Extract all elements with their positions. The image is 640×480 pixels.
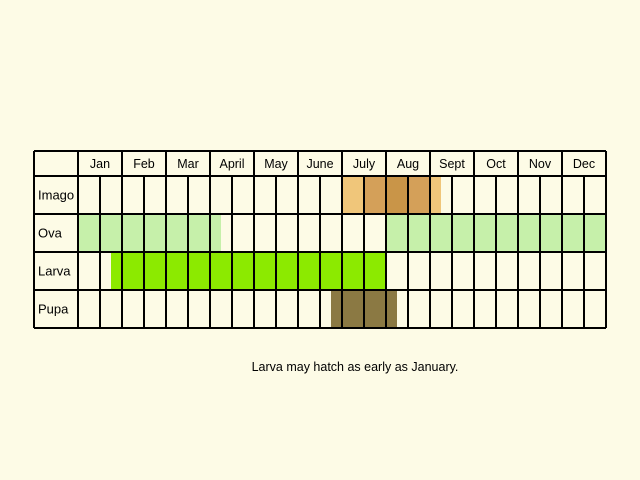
- month-label-dec: Dec: [573, 157, 595, 171]
- stage-label-ova: Ova: [38, 226, 63, 241]
- stage-label-pupa: Pupa: [38, 302, 69, 317]
- stage-bar-larva-0: [111, 252, 386, 290]
- month-label-nov: Nov: [529, 157, 552, 171]
- stage-bar-ova-0: [78, 214, 221, 252]
- stage-bar-imago-1: [364, 176, 386, 214]
- month-label-july: July: [353, 157, 376, 171]
- month-label-oct: Oct: [486, 157, 506, 171]
- month-label-may: May: [264, 157, 288, 171]
- month-label-mar: Mar: [177, 157, 199, 171]
- stage-bar-imago-3: [408, 176, 430, 214]
- month-label-june: June: [306, 157, 333, 171]
- stage-bar-imago-4: [430, 176, 441, 214]
- footnote: Larva may hatch as early as January.: [252, 360, 459, 374]
- month-label-jan: Jan: [90, 157, 110, 171]
- month-label-aug: Aug: [397, 157, 419, 171]
- stage-label-larva: Larva: [38, 264, 71, 279]
- month-label-april: April: [219, 157, 244, 171]
- month-label-feb: Feb: [133, 157, 155, 171]
- month-label-sept: Sept: [439, 157, 465, 171]
- stage-bar-imago-2: [386, 176, 408, 214]
- stage-bar-imago-0: [342, 176, 364, 214]
- stage-label-imago: Imago: [38, 188, 74, 203]
